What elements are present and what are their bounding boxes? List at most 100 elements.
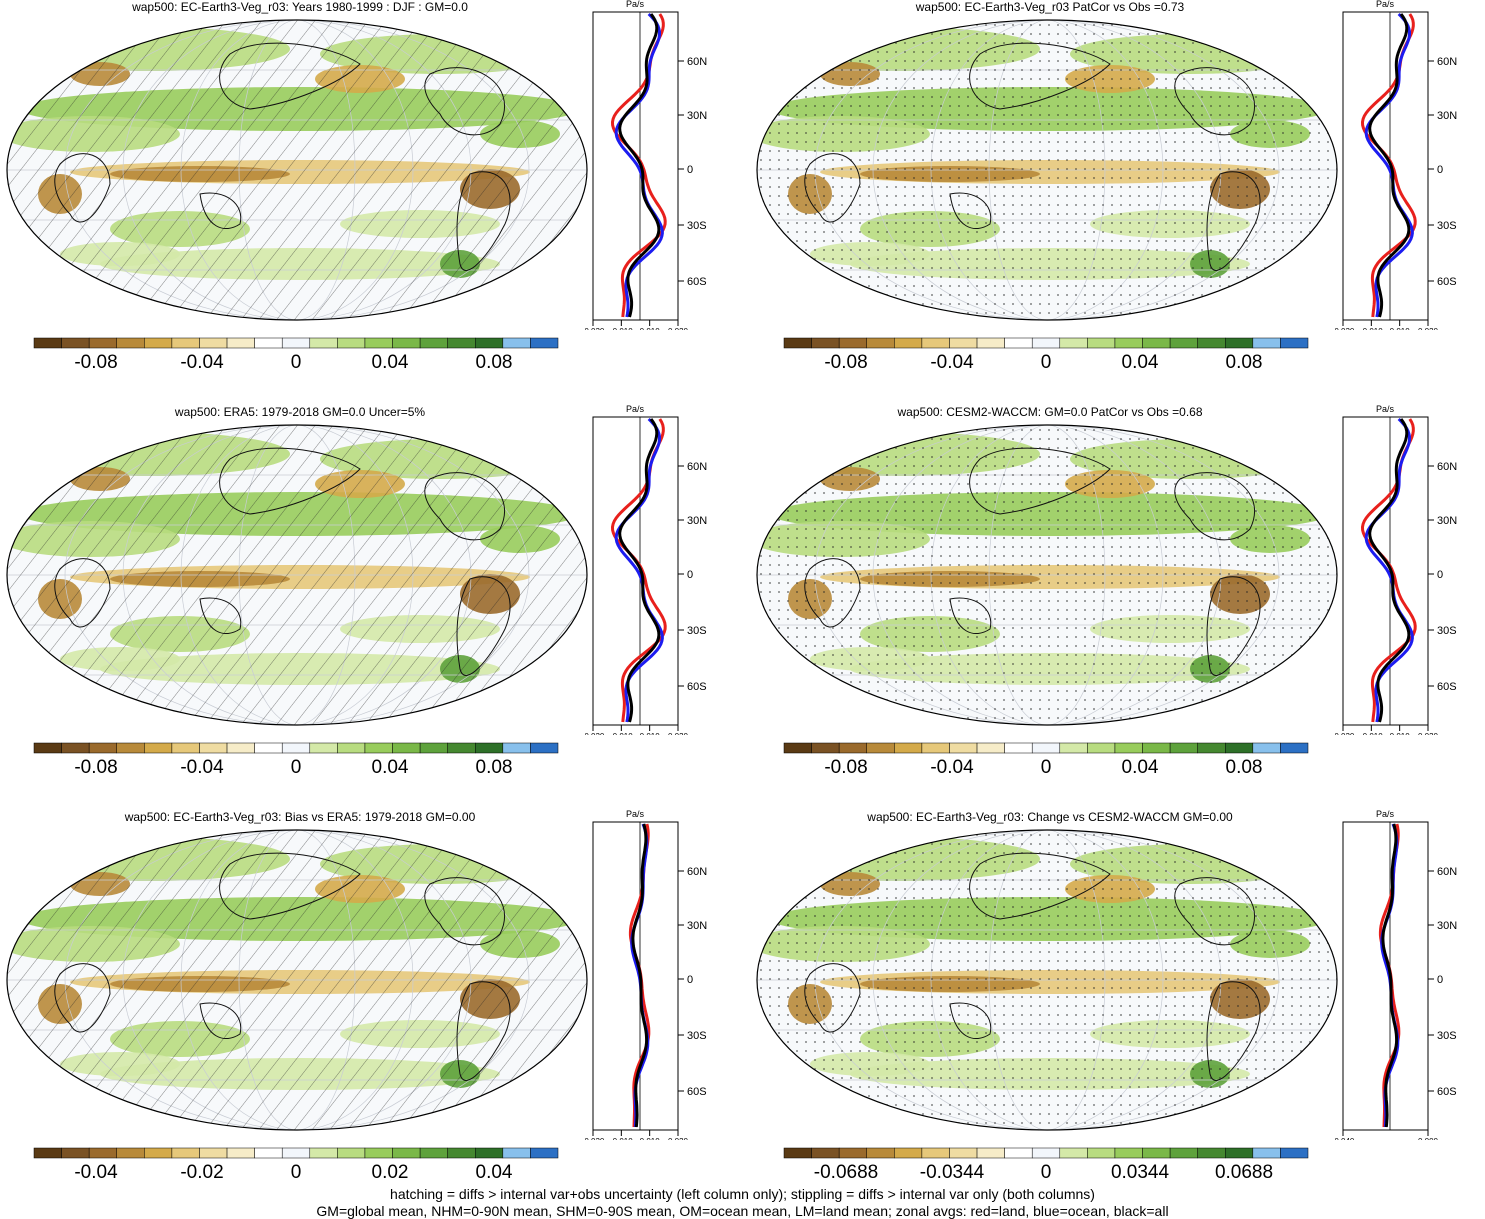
latitude-label: 0 [1437, 569, 1443, 581]
zonal-average-plot: Pa/s 60N 30N 0 30S 60S -0.040 0.000 [1335, 810, 1457, 1140]
panel-cesm2-waccm: wap500: CESM2-WACCM: GM=0.0 PatCor vs Ob… [750, 405, 1485, 810]
panel-title: wap500: ERA5: 1979-2018 GM=0.0 Uncer=5% [174, 405, 426, 419]
zonal-tick-label: 0.030 [668, 327, 689, 330]
zonal-tick-label: -0.030 [585, 732, 605, 735]
colorbar: -0.08 -0.04 0 0.04 0.08 [33, 337, 559, 373]
latitude-label: 0 [687, 974, 693, 986]
panel-era5: wap500: ERA5: 1979-2018 GM=0.0 Uncer=5% P… [0, 405, 742, 810]
latitude-label: 60S [687, 1086, 707, 1098]
zonal-average-plot: Pa/s 60N 30N 0 30S 60S -0.030 -0.010 0.010 0.030 [585, 405, 707, 735]
colorbar-label: 0.08 [1226, 352, 1263, 373]
zonal-tick-label: 0.010 [640, 1137, 661, 1140]
zonal-all-line [618, 13, 661, 318]
panel-title: wap500: EC-Earth3-Veg_r03 PatCor vs Obs … [915, 0, 1185, 14]
zonal-all-line [1368, 418, 1411, 723]
zonal-tick-label: 0.010 [1390, 732, 1411, 735]
latitude-label: 60N [687, 866, 707, 878]
zonal-ocean-line [614, 12, 664, 318]
world-map [756, 424, 1338, 726]
panel-title: wap500: CESM2-WACCM: GM=0.0 PatCor vs Ob… [897, 405, 1203, 419]
world-map [6, 424, 588, 726]
zonal-unit-label: Pa/s [1376, 0, 1395, 9]
zonal-all-line [1381, 823, 1399, 1128]
latitude-label: 60N [687, 461, 707, 473]
latitude-label: 30N [1437, 920, 1457, 932]
panel-ec-earth-climatology: wap500: EC-Earth3-Veg_r03: Years 1980-19… [0, 0, 742, 405]
latitude-label: 30N [1437, 515, 1457, 527]
latitude-label: 30N [687, 920, 707, 932]
zonal-unit-label: Pa/s [626, 405, 645, 414]
zonal-unit-label: Pa/s [1376, 810, 1395, 819]
colorbar-label: 0.02 [372, 1162, 409, 1183]
panel-title: wap500: EC-Earth3-Veg_r03: Years 1980-19… [132, 0, 468, 14]
latitude-label: 30S [687, 1030, 707, 1042]
latitude-label: 60S [1437, 681, 1457, 693]
colorbar-label: 0.0344 [1111, 1162, 1170, 1183]
zonal-tick-label: 0.030 [1418, 732, 1439, 735]
colorbar: -0.08 -0.04 0 0.04 0.08 [783, 742, 1309, 778]
panel-title: wap500: EC-Earth3-Veg_r03: Bias vs ERA5:… [124, 810, 476, 824]
panel-title: wap500: EC-Earth3-Veg_r03: Change vs CES… [867, 810, 1233, 824]
zonal-tick-label: 0.000 [1418, 1137, 1439, 1140]
zonal-tick-label: 0.030 [1418, 327, 1439, 330]
zonal-all-line [631, 823, 649, 1128]
colorbar-label: 0 [291, 1162, 302, 1183]
colorbar-label: -0.04 [930, 352, 974, 373]
colorbar-label: 0.08 [476, 352, 513, 373]
colorbar-label: -0.02 [180, 1162, 223, 1183]
colorbar-label: 0 [1041, 757, 1052, 778]
colorbar-label: 0 [291, 757, 302, 778]
latitude-label: 0 [687, 569, 693, 581]
latitude-label: 60S [687, 276, 707, 288]
zonal-tick-label: 0.010 [640, 327, 661, 330]
zonal-unit-label: Pa/s [626, 0, 645, 9]
zonal-all-line [618, 418, 661, 723]
zonal-tick-label: -0.030 [585, 1137, 605, 1140]
latitude-label: 60S [1437, 276, 1457, 288]
latitude-label: 0 [1437, 164, 1443, 176]
colorbar: -0.08 -0.04 0 0.04 0.08 [33, 742, 559, 778]
zonal-average-plot: Pa/s 60N 30N 0 30S 60S -0.030 -0.010 0.010 0.030 [1335, 405, 1457, 735]
colorbar-label: 0.04 [372, 757, 409, 778]
colorbar-label: 0.04 [1122, 757, 1159, 778]
latitude-label: 30S [687, 625, 707, 637]
zonal-tick-label: -0.040 [1335, 1137, 1355, 1140]
panel-ec-earth-patcor: wap500: EC-Earth3-Veg_r03 PatCor vs Obs … [750, 0, 1485, 405]
colorbar-label: -0.08 [824, 757, 867, 778]
zonal-tick-label: -0.010 [610, 327, 633, 330]
colorbar-label: 0.0688 [1215, 1162, 1273, 1183]
latitude-label: 30S [1437, 220, 1457, 232]
zonal-tick-label: 0.010 [640, 732, 661, 735]
zonal-tick-label: -0.010 [610, 1137, 633, 1140]
colorbar-label: 0 [291, 352, 302, 373]
colorbar-label: 0 [1041, 1162, 1052, 1183]
latitude-label: 0 [1437, 974, 1443, 986]
colorbar: -0.04 -0.02 0 0.02 0.04 [33, 1147, 559, 1183]
colorbar-label: -0.04 [74, 1162, 118, 1183]
footnote-hatching: hatching = diffs > internal var+obs unce… [390, 1186, 1095, 1202]
world-map [6, 19, 588, 321]
colorbar-label: 0 [1041, 352, 1052, 373]
world-map [6, 829, 588, 1131]
colorbar-label: 0.08 [1226, 757, 1263, 778]
colorbar-label: -0.08 [824, 352, 867, 373]
zonal-tick-label: -0.010 [1360, 327, 1383, 330]
latitude-label: 30S [1437, 625, 1457, 637]
zonal-tick-label: -0.030 [1335, 732, 1355, 735]
latitude-label: 60N [1437, 461, 1457, 473]
zonal-tick-label: 0.010 [1390, 327, 1411, 330]
colorbar-label: -0.04 [930, 757, 974, 778]
latitude-label: 30S [687, 220, 707, 232]
colorbar-label: -0.04 [180, 352, 224, 373]
colorbar-label: 0.04 [476, 1162, 513, 1183]
zonal-unit-label: Pa/s [1376, 405, 1395, 414]
zonal-tick-label: 0.030 [668, 732, 689, 735]
latitude-label: 30N [1437, 110, 1457, 122]
colorbar: -0.0688 -0.0344 0 0.0344 0.0688 [783, 1147, 1309, 1183]
colorbar-label: 0.04 [1122, 352, 1159, 373]
latitude-label: 60N [1437, 866, 1457, 878]
zonal-average-plot: Pa/s 60N 30N 0 30S 60S -0.030 -0.010 0.010 0.030 [585, 810, 707, 1140]
latitude-label: 30N [687, 110, 707, 122]
zonal-tick-label: -0.010 [610, 732, 633, 735]
latitude-label: 60S [1437, 1086, 1457, 1098]
